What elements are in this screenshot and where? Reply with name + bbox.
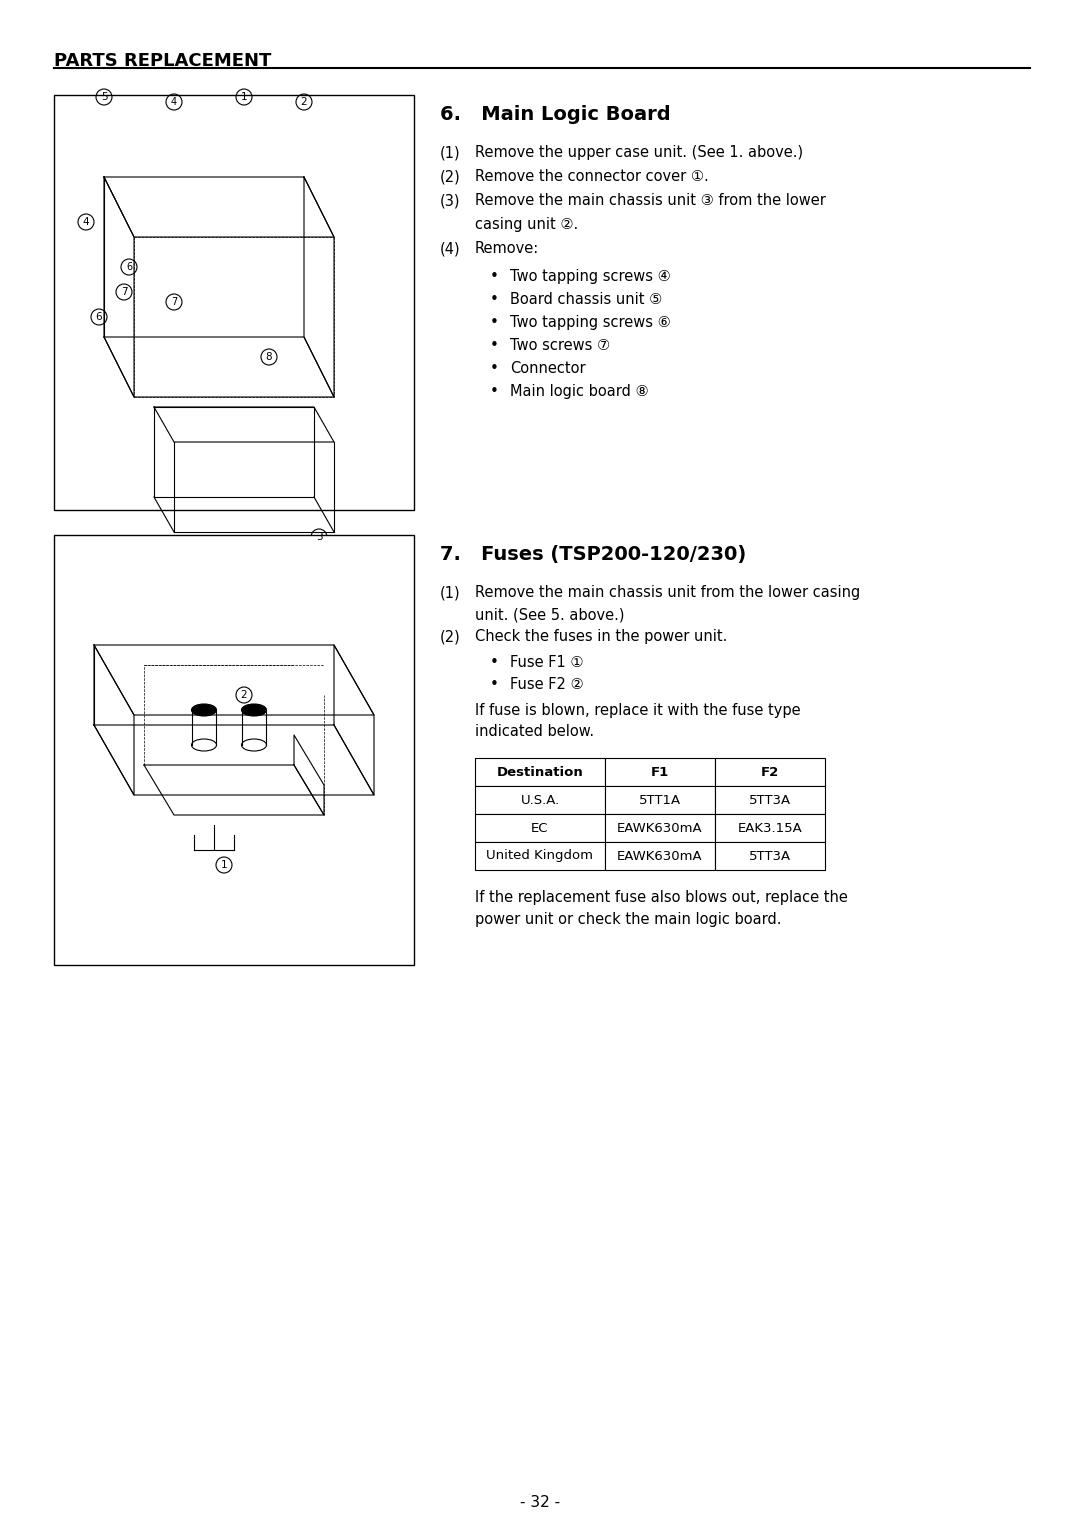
Text: 2: 2 [241, 691, 247, 700]
Text: 5TT3A: 5TT3A [748, 793, 791, 807]
Text: Remove:: Remove: [475, 241, 539, 257]
Bar [715, 785, 825, 814]
Text: Two tapping screws ④: Two tapping screws ④ [510, 269, 671, 284]
Text: •: • [490, 677, 499, 692]
Bar [475, 814, 605, 842]
Text: Two screws ⑦: Two screws ⑦ [510, 338, 610, 353]
Text: Remove the connector cover ①.: Remove the connector cover ①. [475, 170, 708, 183]
Text: EAWK630mA: EAWK630mA [617, 850, 703, 862]
Text: Remove the upper case unit. (See 1. above.): Remove the upper case unit. (See 1. abov… [475, 145, 804, 160]
Text: 2: 2 [300, 96, 308, 107]
Text: PARTS REPLACEMENT: PARTS REPLACEMENT [54, 52, 271, 70]
Text: •: • [490, 656, 499, 669]
Text: (2): (2) [440, 170, 461, 183]
Bar [715, 758, 825, 785]
Text: 7.   Fuses (TSP200-120/230): 7. Fuses (TSP200-120/230) [440, 545, 746, 564]
Text: EAK3.15A: EAK3.15A [738, 822, 802, 834]
Bar [715, 842, 825, 869]
Text: Remove the main chassis unit from the lower casing: Remove the main chassis unit from the lo… [475, 585, 861, 601]
Text: EAWK630mA: EAWK630mA [617, 822, 703, 834]
Bar [715, 814, 825, 842]
Text: EC: EC [531, 822, 549, 834]
Text: 8: 8 [266, 351, 272, 362]
Text: unit. (See 5. above.): unit. (See 5. above.) [475, 607, 624, 622]
Text: Connector: Connector [510, 361, 585, 376]
Text: - 32 -: - 32 - [519, 1494, 561, 1510]
Text: 4: 4 [171, 96, 177, 107]
Text: 6.   Main Logic Board: 6. Main Logic Board [440, 105, 671, 124]
Text: •: • [490, 361, 499, 376]
Text: United Kingdom: United Kingdom [486, 850, 594, 862]
Text: Remove the main chassis unit ③ from the lower: Remove the main chassis unit ③ from the … [475, 193, 826, 208]
Text: Board chassis unit ⑤: Board chassis unit ⑤ [510, 292, 662, 307]
Text: •: • [490, 292, 499, 307]
Bar [54, 535, 414, 966]
Text: 4: 4 [83, 217, 90, 228]
Bar [475, 842, 605, 869]
Ellipse shape [242, 704, 267, 717]
Text: •: • [490, 269, 499, 284]
Text: 6: 6 [126, 261, 132, 272]
Text: (1): (1) [440, 145, 461, 160]
Text: 1: 1 [241, 92, 247, 102]
Text: 5: 5 [100, 92, 107, 102]
Bar [605, 785, 715, 814]
Text: Main logic board ⑧: Main logic board ⑧ [510, 384, 649, 399]
Bar [475, 785, 605, 814]
Bar [605, 814, 715, 842]
Text: F2: F2 [761, 766, 779, 778]
Text: 1: 1 [220, 860, 227, 869]
Text: If the replacement fuse also blows out, replace the
power unit or check the main: If the replacement fuse also blows out, … [475, 889, 848, 927]
Ellipse shape [191, 704, 216, 717]
Text: If fuse is blown, replace it with the fuse type
indicated below.: If fuse is blown, replace it with the fu… [475, 703, 800, 740]
Text: •: • [490, 384, 499, 399]
Text: 5TT3A: 5TT3A [748, 850, 791, 862]
Text: •: • [490, 315, 499, 330]
Text: 5TT1A: 5TT1A [639, 793, 681, 807]
Bar [54, 95, 414, 510]
Text: (3): (3) [440, 193, 460, 208]
Text: 7: 7 [171, 296, 177, 307]
Bar [605, 758, 715, 785]
Text: Fuse F1 ①: Fuse F1 ① [510, 656, 583, 669]
Text: (4): (4) [440, 241, 461, 257]
Text: U.S.A.: U.S.A. [521, 793, 559, 807]
Bar [605, 842, 715, 869]
Text: Two tapping screws ⑥: Two tapping screws ⑥ [510, 315, 671, 330]
Text: Destination: Destination [497, 766, 583, 778]
Text: •: • [490, 338, 499, 353]
Text: 7: 7 [121, 287, 127, 296]
Text: (1): (1) [440, 585, 461, 601]
Text: (2): (2) [440, 630, 461, 643]
Text: F1: F1 [651, 766, 670, 778]
Text: 6: 6 [96, 312, 103, 322]
Text: casing unit ②.: casing unit ②. [475, 217, 578, 232]
Text: Check the fuses in the power unit.: Check the fuses in the power unit. [475, 630, 727, 643]
Text: 3: 3 [315, 532, 322, 542]
Bar [475, 758, 605, 785]
Text: Fuse F2 ②: Fuse F2 ② [510, 677, 583, 692]
